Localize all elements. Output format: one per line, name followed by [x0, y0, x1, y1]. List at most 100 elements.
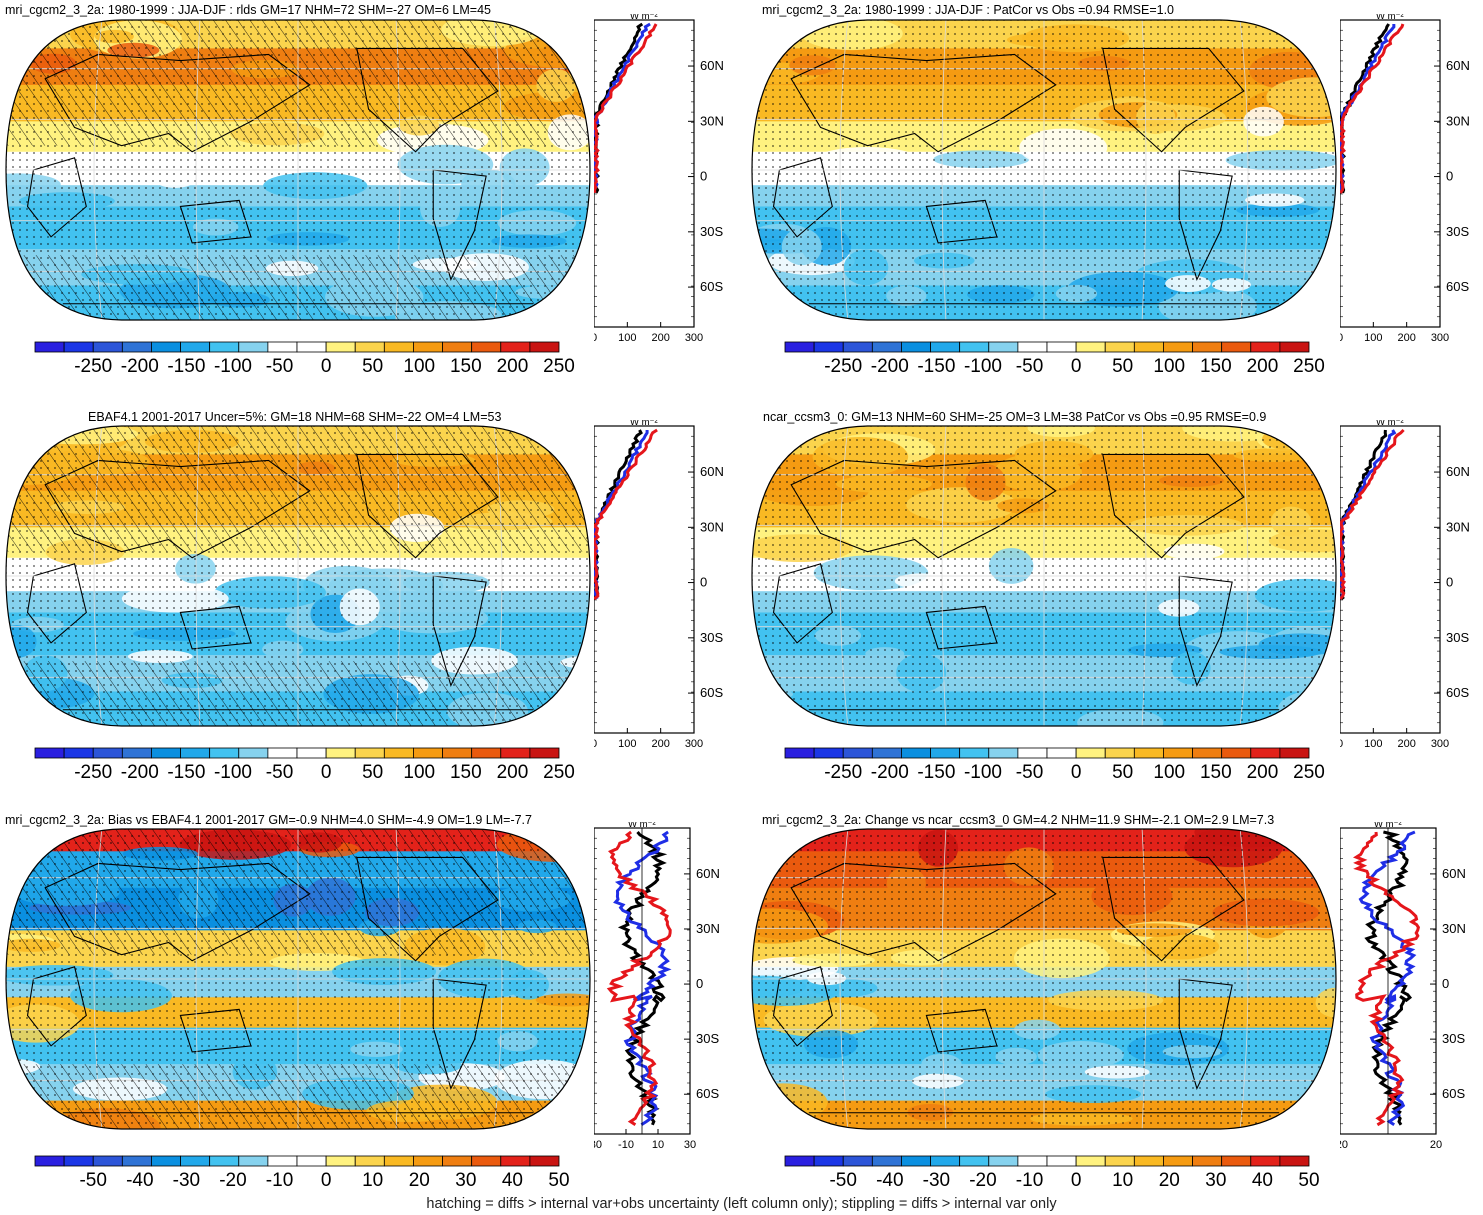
zonal-series-line [1338, 23, 1405, 194]
colorbar-swatch [871, 747, 902, 759]
colorbar-tick-label: -20 [969, 1170, 997, 1191]
colorbar-tick-label: -50 [1015, 762, 1044, 783]
zonal-x-tick-label: 100 [1364, 332, 1382, 344]
colorbar-swatch [1104, 341, 1135, 353]
colorbar-tick-label: 10 [362, 1170, 384, 1191]
colorbar-swatch [413, 1155, 443, 1167]
colorbar-swatch [1133, 747, 1164, 759]
colorbar-tick-label: -50 [1015, 356, 1044, 377]
colorbar-swatch [813, 341, 844, 353]
colorbar-swatch [413, 341, 443, 353]
colorbar-tick-label: -50 [79, 1170, 107, 1191]
colorbar-tick-label: 200 [1246, 356, 1279, 377]
colorbar-swatch [354, 341, 385, 353]
colorbar-swatch [500, 1155, 531, 1167]
colorbar-swatch [529, 747, 560, 759]
zonal-x-tick-label: 0 [1340, 332, 1343, 344]
colorbar-tick-label: -250 [74, 356, 113, 377]
zonal-y-tick-label: 30S [1446, 630, 1469, 645]
colorbar-swatch [413, 747, 443, 759]
robinson-map [4, 18, 592, 322]
colorbar-tick-label: -150 [167, 356, 206, 377]
zonal-y-tick-label: 0 [1446, 575, 1453, 590]
zonal-x-tick-label: 0 [594, 332, 597, 344]
zonal-x-tick-label: 200 [651, 332, 669, 344]
colorbar-tick-label: -50 [829, 1170, 857, 1191]
colorbar-tick-label: 150 [1199, 762, 1232, 783]
colorbar-swatch [471, 341, 502, 353]
colorbar-swatch [784, 341, 815, 353]
zonal-x-tick-label: 0 [1340, 738, 1343, 750]
colorbar-swatch [151, 341, 181, 353]
zonal-y-tick-label: 60S [1446, 279, 1469, 294]
colorbar-tick-label: -20 [219, 1170, 247, 1191]
zonal-y-tick-label: 60N [1446, 464, 1470, 479]
zonal-x-tick-label: 100 [618, 332, 636, 344]
colorbar-tick-label: 10 [1112, 1170, 1134, 1191]
zonal-unit-label: W m⁻² [630, 14, 658, 22]
colorbar-swatch [871, 1155, 902, 1167]
colorbar-swatch [988, 1155, 1019, 1167]
colorbar-tick-label: -200 [120, 762, 159, 783]
colorbar-swatch [959, 1155, 990, 1167]
zonal-x-tick-label: 300 [685, 738, 703, 750]
colorbar [784, 340, 1310, 358]
colorbar-swatch [1250, 747, 1281, 759]
colorbar-tick-label: -10 [1015, 1170, 1044, 1191]
zonal-x-tick-label: 0 [594, 738, 597, 750]
colorbar-swatch [959, 747, 990, 759]
colorbar-swatch [1046, 341, 1077, 353]
zonal-y-tick-label: 60S [700, 279, 723, 294]
zonal-x-tick-label: 200 [1397, 332, 1415, 344]
colorbar-tick-label: 200 [496, 762, 529, 783]
colorbar-tick-label: 0 [1070, 356, 1082, 377]
colorbar-swatch [92, 1155, 123, 1167]
colorbar-swatch [121, 747, 152, 759]
colorbar-swatch [784, 747, 815, 759]
colorbar-swatch [842, 747, 873, 759]
colorbar-swatch [267, 747, 298, 759]
colorbar [34, 746, 560, 764]
colorbar-tick-label: 30 [455, 1170, 477, 1191]
colorbar-tick-label: 50 [548, 1170, 570, 1191]
colorbar-tick-label: -250 [824, 762, 863, 783]
zonal-x-tick-label: 300 [1431, 332, 1449, 344]
colorbar-swatch [325, 1155, 356, 1167]
zonal-y-tick-label: 30N [696, 921, 720, 936]
colorbar-swatch [988, 341, 1019, 353]
colorbar-swatch [1221, 747, 1252, 759]
colorbar-tick-label: 0 [1070, 762, 1082, 783]
colorbar-swatch [1192, 747, 1223, 759]
colorbar-swatch [383, 1155, 414, 1167]
colorbar-tick-label: 0 [320, 356, 332, 377]
colorbar-swatch [354, 747, 385, 759]
colorbar-swatch [121, 1155, 152, 1167]
colorbar-swatch [1075, 341, 1106, 353]
colorbar-swatch [354, 1155, 385, 1167]
zonal-x-tick-label: -30 [594, 1139, 602, 1151]
zonal-y-tick-label: 30S [700, 630, 723, 645]
colorbar-tick-label: -200 [870, 762, 909, 783]
colorbar-swatch [151, 747, 181, 759]
colorbar-swatch [1104, 1155, 1135, 1167]
colorbar-swatch [383, 747, 414, 759]
colorbar-tick-label: -250 [824, 356, 863, 377]
colorbar-swatch [813, 747, 844, 759]
colorbar-tick-label: 250 [1293, 762, 1325, 783]
colorbar [784, 746, 1310, 764]
colorbar-swatch [442, 747, 473, 759]
colorbar-swatch [784, 1155, 815, 1167]
zonal-y-tick-label: 30N [700, 113, 724, 128]
colorbar-swatch [63, 1155, 94, 1167]
colorbar-swatch [209, 747, 240, 759]
zonal-mean-plot: W m⁻² 60N 30N 0 30S 60S 0 100 200 300 [1337, 417, 1483, 758]
colorbar-tick-label: 0 [1070, 1170, 1082, 1191]
colorbar-swatch [63, 747, 94, 759]
zonal-x-tick-label: 10 [652, 1139, 664, 1151]
colorbar-tick-label: -200 [870, 356, 909, 377]
zonal-x-tick-label: 200 [1397, 738, 1415, 750]
colorbar-swatch [1046, 1155, 1077, 1167]
colorbar-swatch [529, 1155, 560, 1167]
colorbar-swatch [238, 747, 269, 759]
colorbar-swatch [1133, 1155, 1164, 1167]
